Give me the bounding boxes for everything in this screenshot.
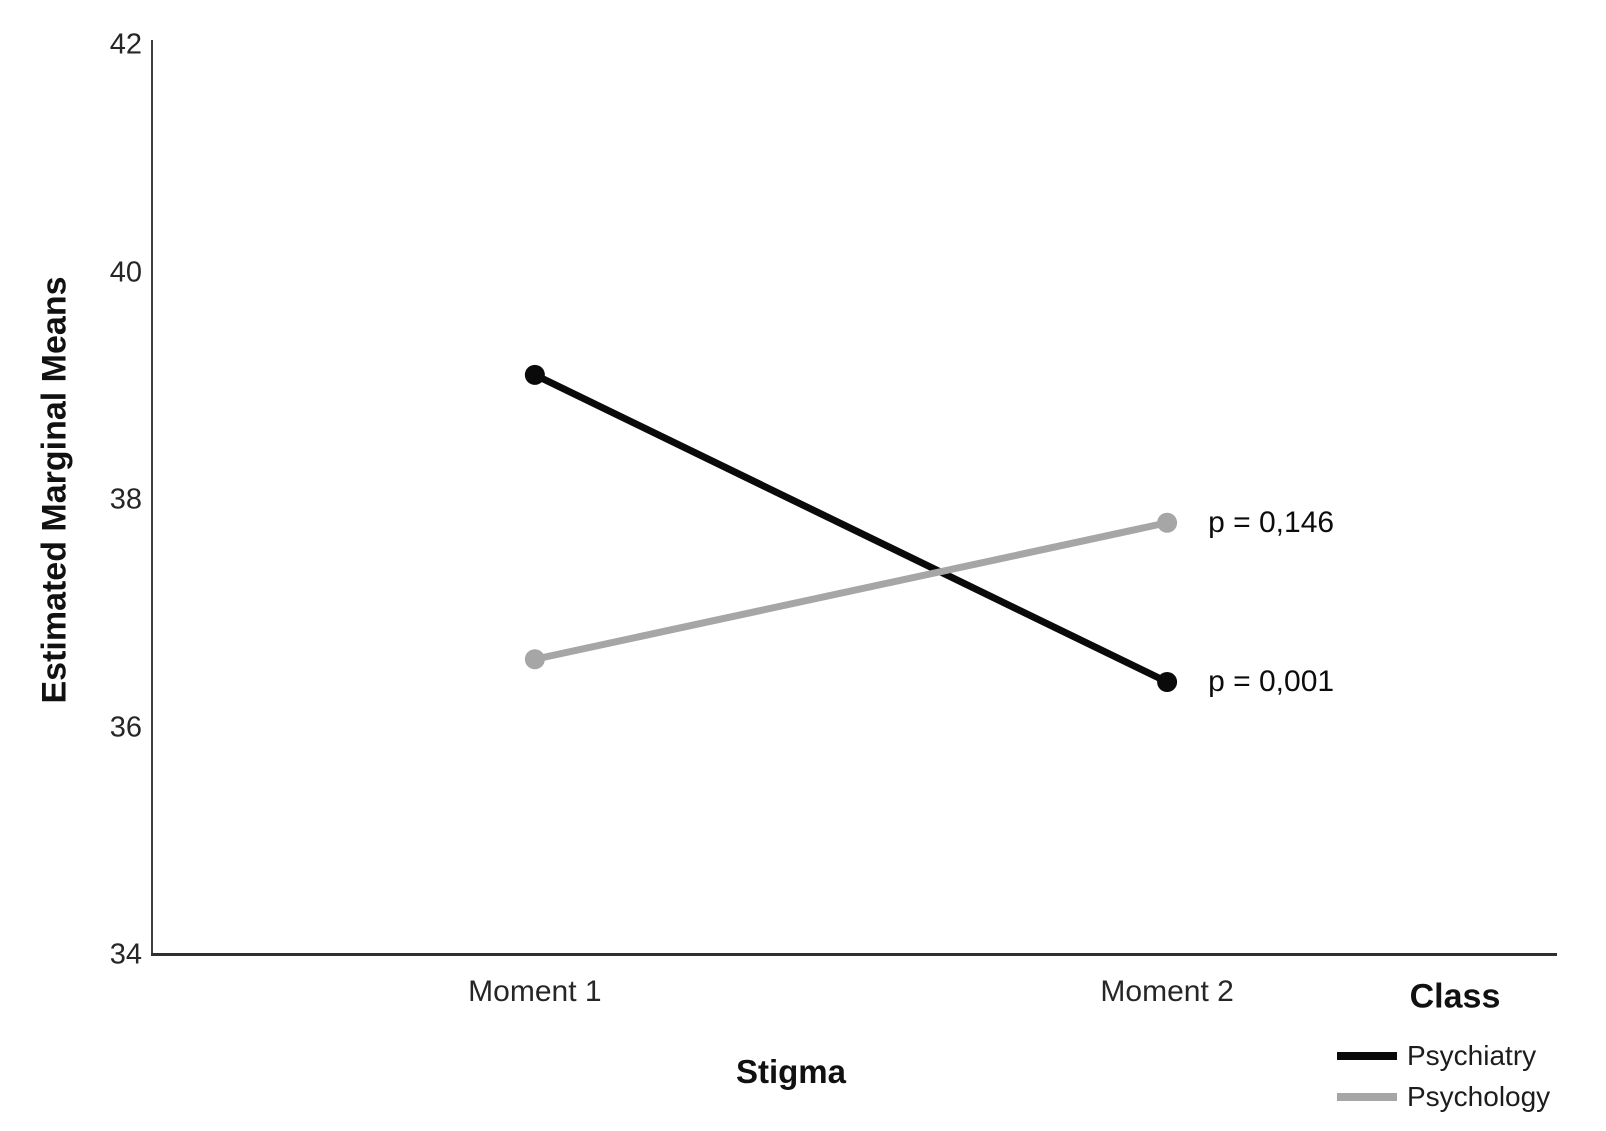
y-axis-line [151, 40, 153, 956]
x-tick-moment-1: Moment 1 [468, 975, 602, 1008]
y-axis-title: Estimated Marginal Means [35, 276, 74, 704]
y-tick-label-38: 38 [109, 483, 142, 516]
legend-item-psychiatry: Psychiatry [1337, 1040, 1536, 1072]
x-axis-line [151, 953, 1557, 956]
psychiatry-line [533, 371, 1169, 686]
y-tick-label-42: 42 [109, 28, 142, 61]
psychology-point-0 [524, 649, 545, 670]
psychiatry-line-swatch [1337, 1052, 1397, 1060]
y-tick-label-40: 40 [109, 256, 142, 288]
p-value-psychology: p = 0,146 [1208, 505, 1335, 539]
psychology-line [534, 519, 1168, 663]
p-value-psychiatry: p = 0,001 [1208, 665, 1335, 698]
legend-label-psychology: Psychology [1407, 1081, 1551, 1112]
y-tick-label-36: 36 [109, 711, 142, 743]
psychology-line-swatch [1337, 1093, 1397, 1101]
x-axis-title: Stigma [735, 1053, 847, 1090]
y-tick-label-34: 34 [109, 938, 142, 971]
x-tick-moment-2: Moment 2 [1100, 975, 1234, 1008]
legend-label-psychiatry: Psychiatry [1407, 1040, 1537, 1071]
psychiatry-point-1 [1157, 672, 1178, 692]
psychology-point-1 [1157, 512, 1178, 533]
legend-title: Class [1409, 977, 1501, 1016]
legend-item-psychology: Psychology [1337, 1081, 1550, 1113]
psychiatry-point-0 [524, 364, 545, 385]
